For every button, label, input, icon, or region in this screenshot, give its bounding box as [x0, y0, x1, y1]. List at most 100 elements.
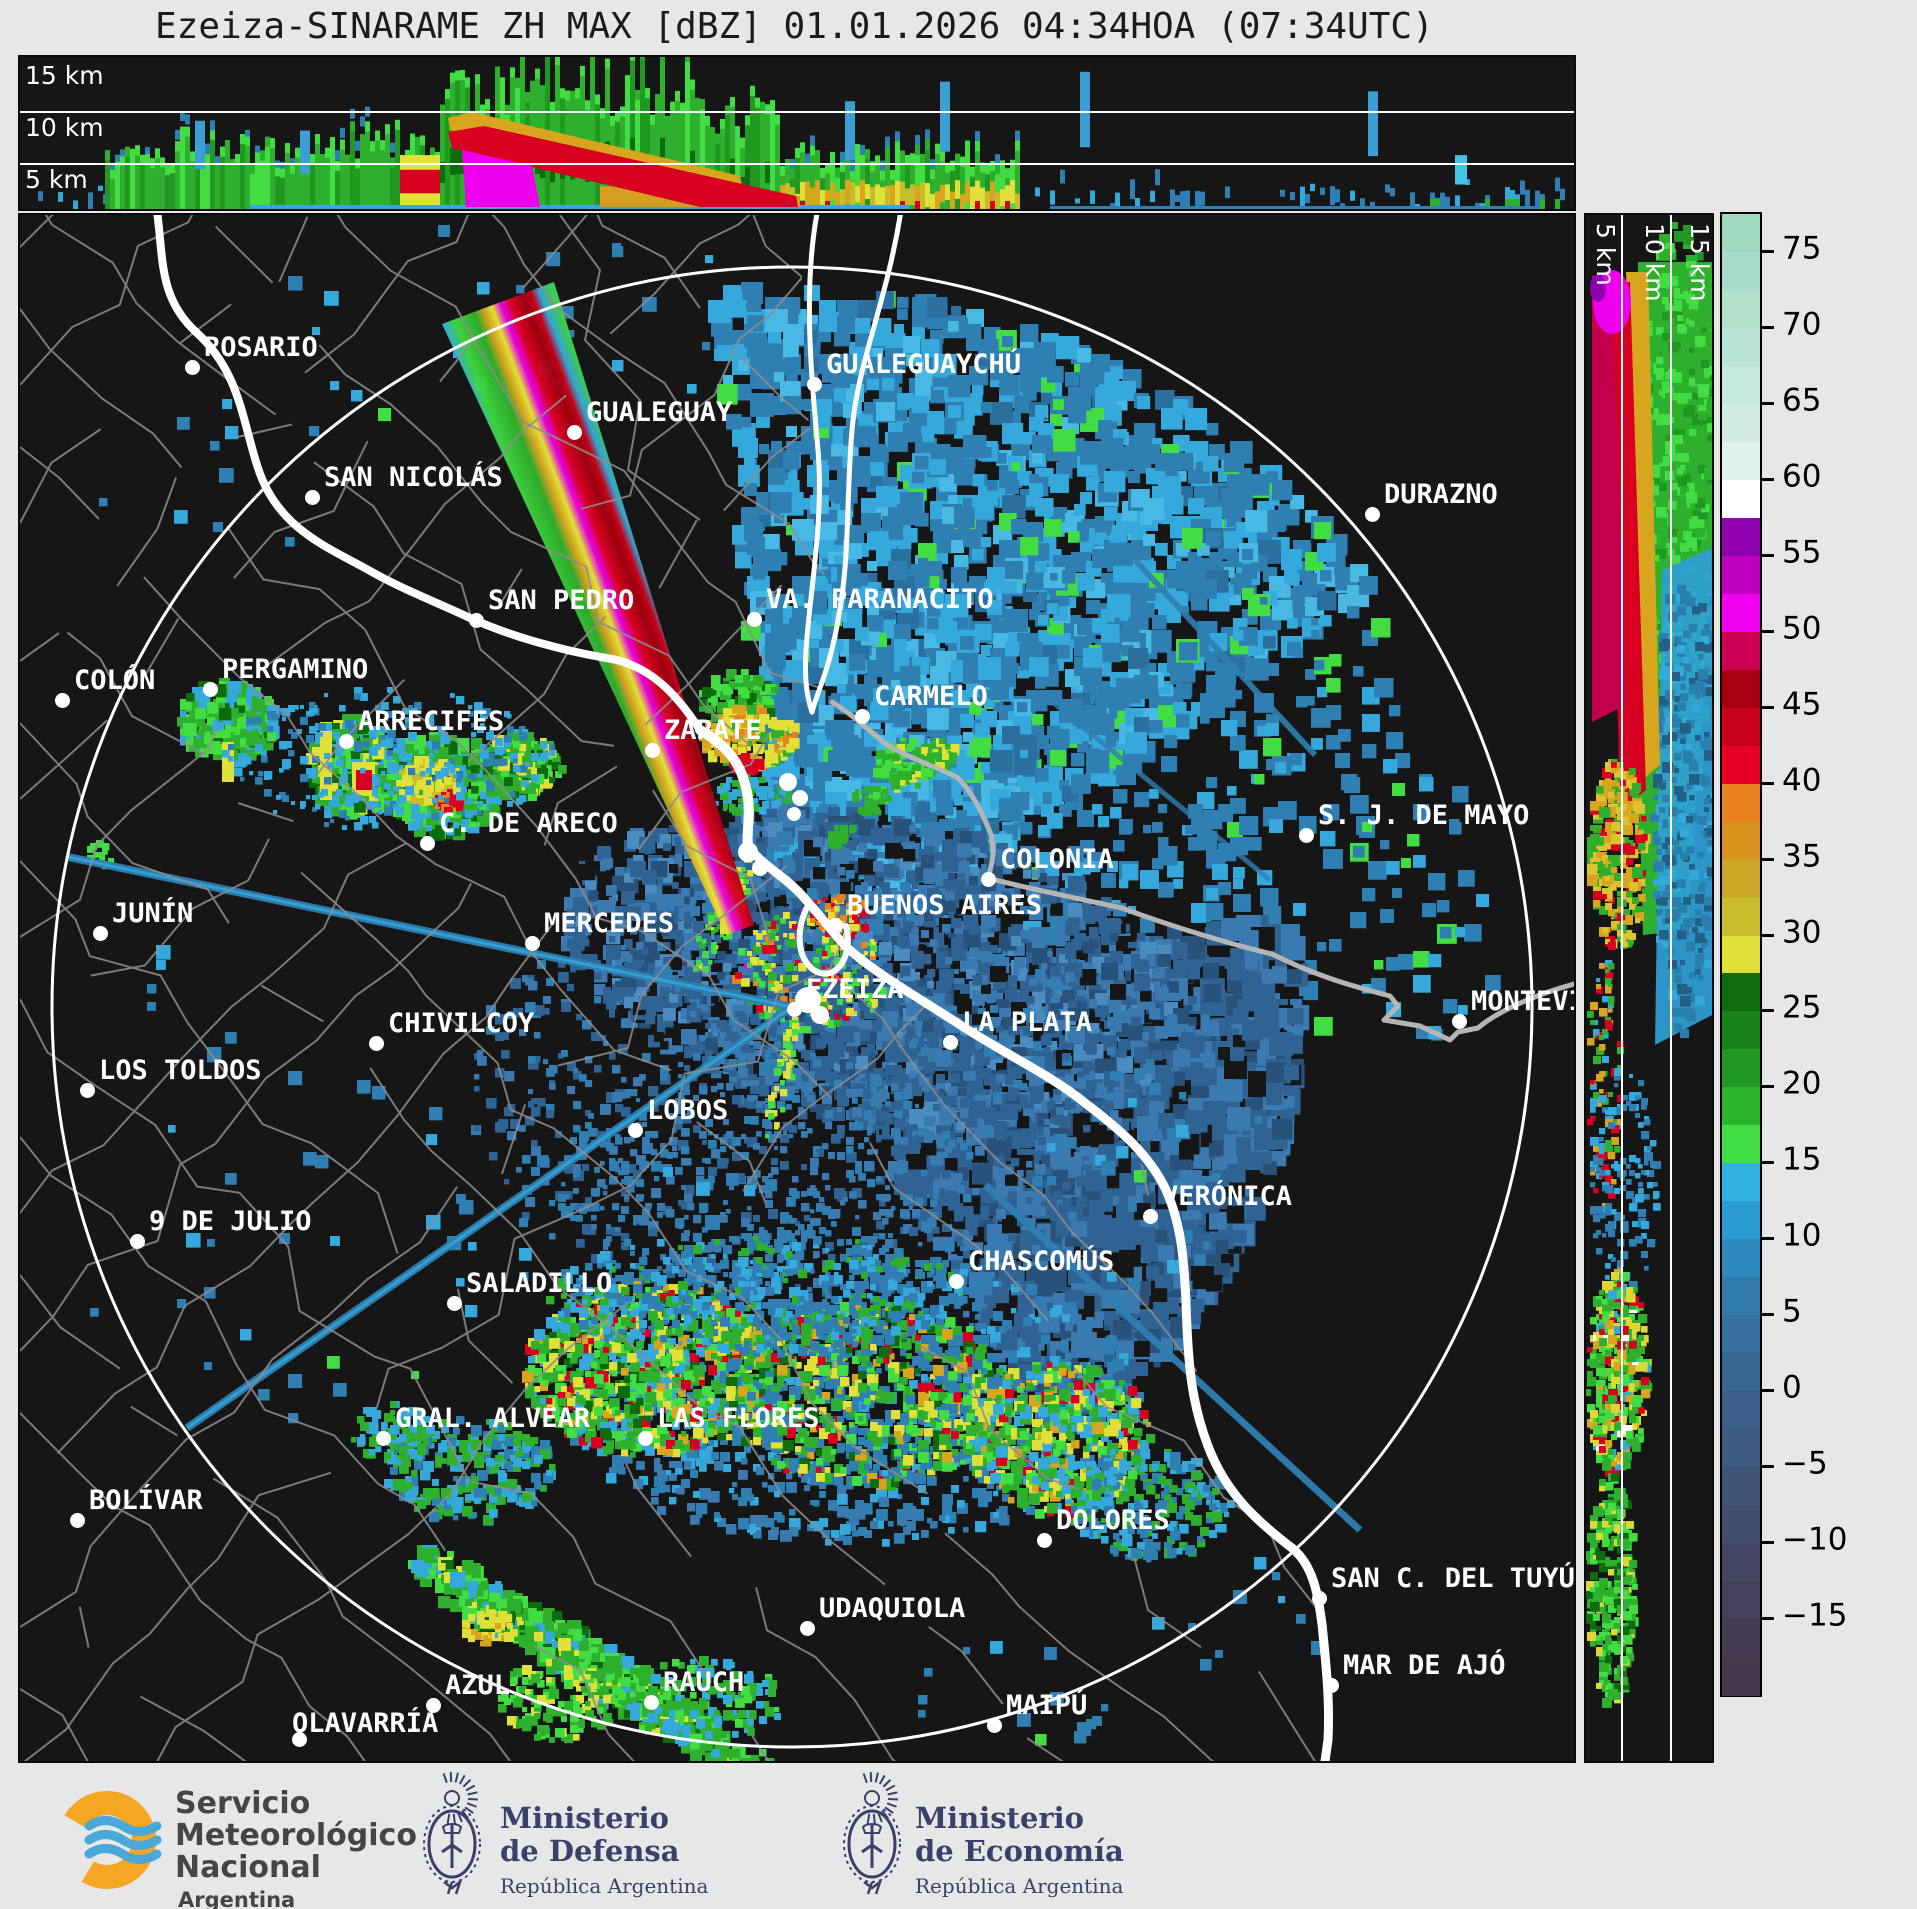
- city-marker-dot: [447, 1296, 462, 1311]
- colorbar-block: [1722, 403, 1760, 443]
- city-label: BUENOS AIRES: [847, 890, 1043, 921]
- city-label: DOLORES: [1056, 1505, 1170, 1536]
- city-label: SAN NICOLÁS: [324, 462, 503, 493]
- city-label: PERGAMINO: [222, 654, 369, 685]
- defensa-line2: de Defensa: [500, 1834, 680, 1868]
- colorbar-block: [1722, 517, 1760, 557]
- city-label: BOLÍVAR: [89, 1485, 203, 1516]
- smn-name-line3: Nacional: [175, 1850, 321, 1885]
- city-marker-dot: [828, 918, 843, 933]
- city-label: VA. PARANACITO: [766, 584, 994, 615]
- city-marker-dot: [645, 743, 660, 758]
- colorbar-tick: [1760, 401, 1774, 405]
- colorbar-block: [1722, 1049, 1760, 1089]
- city-label: 9 DE JULIO: [149, 1206, 312, 1237]
- city-marker-dot: [567, 425, 582, 440]
- defensa-line1: Ministerio: [500, 1801, 670, 1835]
- city-marker-dot: [949, 1274, 964, 1289]
- city-marker-dot: [55, 693, 70, 708]
- city-marker-dot: [185, 360, 200, 375]
- colorbar-block: [1722, 1087, 1760, 1127]
- colorbar-tick-label: 15: [1782, 1141, 1822, 1178]
- city-marker-dot: [807, 377, 822, 392]
- colorbar-tick-label: 20: [1782, 1065, 1822, 1102]
- colorbar-tick: [1760, 1161, 1774, 1165]
- city-label: GRAL. ALVEAR: [395, 1403, 591, 1434]
- colorbar-block: [1722, 555, 1760, 595]
- city-marker-dot: [800, 1621, 815, 1636]
- colorbar-block: [1722, 669, 1760, 709]
- city-marker-dot: [1365, 507, 1380, 522]
- city-label: ZÁRATE: [664, 715, 762, 746]
- city-label: UDAQUIOLA: [819, 1593, 966, 1624]
- colorbar-tick-label: 75: [1782, 230, 1822, 267]
- city-marker-dot: [1324, 1678, 1339, 1693]
- city-label: GUALEGUAY: [586, 397, 733, 428]
- economia-sub: República Argentina: [915, 1874, 1124, 1898]
- colorbar-block: [1722, 1429, 1760, 1468]
- colorbar-block: [1722, 1505, 1760, 1544]
- colorbar-tick-label: 30: [1782, 914, 1822, 951]
- city-label: LOS TOLDOS: [99, 1055, 262, 1086]
- colorbar-block: [1722, 1543, 1760, 1582]
- colorbar-block: [1722, 593, 1760, 633]
- city-label: SALADILLO: [466, 1268, 613, 1299]
- city-marker-dot: [638, 1431, 653, 1446]
- city-marker-dot: [747, 612, 762, 627]
- defensa-sub: República Argentina: [500, 1874, 709, 1898]
- colorbar-tick-label: −5: [1782, 1445, 1828, 1482]
- colorbar-tick-label: 60: [1782, 458, 1822, 495]
- colorbar-block: [1722, 821, 1760, 861]
- city-label: LOBOS: [647, 1095, 729, 1126]
- colorbar-tick: [1760, 629, 1774, 633]
- colorbar-block: [1722, 327, 1760, 367]
- city-marker-dot: [93, 926, 108, 941]
- colorbar-block: [1722, 479, 1760, 519]
- city-marker-dot: [469, 613, 484, 628]
- city-marker-dot: [305, 490, 320, 505]
- city-marker-dot: [376, 1431, 391, 1446]
- city-label: EZEIZA: [806, 974, 904, 1005]
- economia-line2: de Economía: [915, 1834, 1124, 1868]
- city-label: MONTEVIDEO: [1471, 986, 1574, 1017]
- city-marker-dot: [339, 734, 354, 749]
- colorbar-tick: [1760, 477, 1774, 481]
- smn-country: Argentina: [178, 1888, 296, 1909]
- city-label: SAN C. DEL TUYÚ: [1331, 1563, 1575, 1594]
- city-marker-dot: [1312, 1591, 1327, 1606]
- city-marker-dot: [203, 682, 218, 697]
- rivers: [153, 215, 1574, 1761]
- colorbar-tick-label: 5: [1782, 1293, 1802, 1330]
- colorbar-block: [1722, 251, 1760, 291]
- colorbar-block: [1722, 707, 1760, 747]
- city-label: DURAZNO: [1384, 479, 1498, 510]
- city-label: CHIVILCOY: [388, 1008, 535, 1039]
- colorbar-tick: [1760, 325, 1774, 329]
- colorbar-block: [1722, 859, 1760, 899]
- city-marker-dot: [981, 872, 996, 887]
- colorbar-block: [1722, 1125, 1760, 1165]
- colorbar-block: [1722, 973, 1760, 1013]
- colorbar-tick: [1760, 857, 1774, 861]
- city-label: CHASCOMÚS: [968, 1246, 1115, 1277]
- colorbar-tick: [1760, 1617, 1774, 1621]
- colorbar-block: [1722, 365, 1760, 405]
- city-label: RAUCH: [663, 1667, 745, 1698]
- colorbar-block: [1722, 1315, 1760, 1354]
- colorbar-tick: [1760, 1009, 1774, 1013]
- city-label: AZUL: [445, 1670, 511, 1701]
- colorbar-block: [1722, 1011, 1760, 1051]
- city-label: COLÓN: [74, 665, 156, 696]
- city-marker-dot: [70, 1513, 85, 1528]
- colorbar-tick-label: −10: [1782, 1521, 1848, 1558]
- colorbar-tick: [1760, 1237, 1774, 1241]
- colorbar-tick: [1760, 933, 1774, 937]
- city-label: OLAVARRÍA: [292, 1708, 439, 1739]
- city-marker-dot: [943, 1035, 958, 1050]
- city-marker-dot: [855, 709, 870, 724]
- smn-logo-icon: [58, 1791, 162, 1889]
- colorbar-tick: [1760, 781, 1774, 785]
- economia-line1: Ministerio: [915, 1801, 1085, 1835]
- city-marker-dot: [525, 936, 540, 951]
- colorbar-block: [1722, 1353, 1760, 1392]
